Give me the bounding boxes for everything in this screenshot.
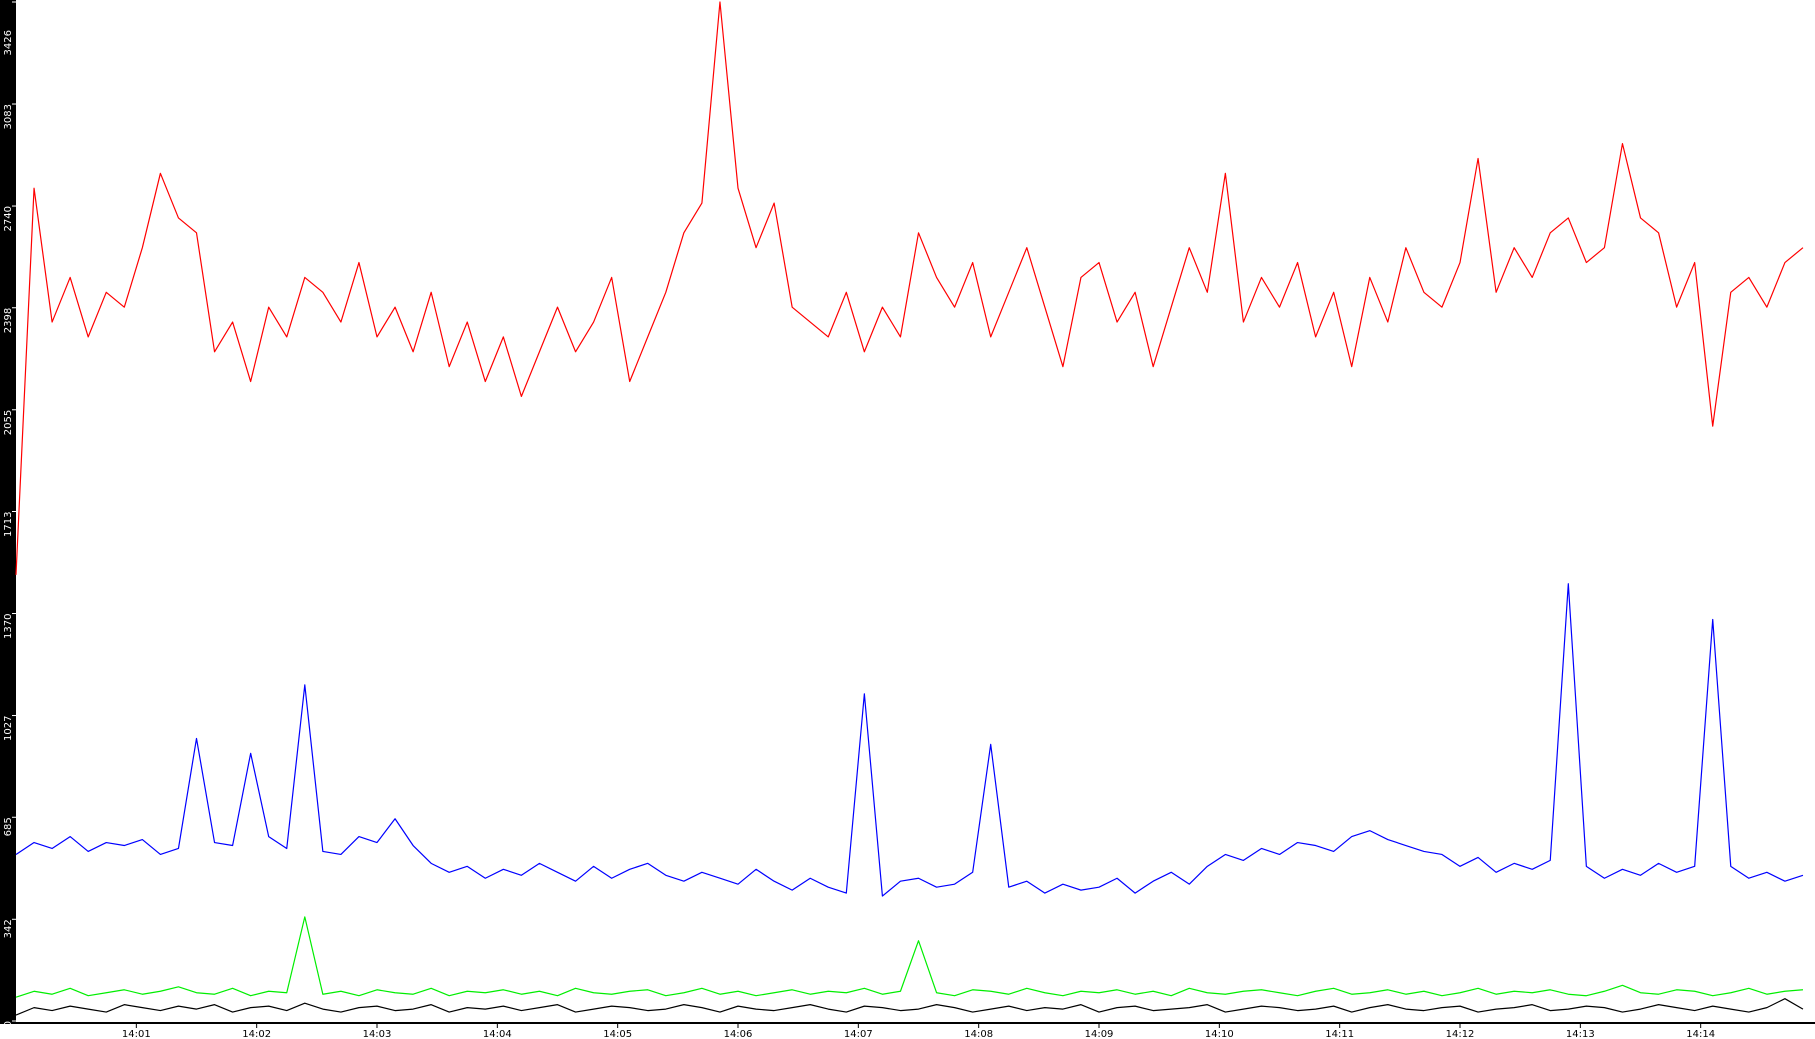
y-tick-label: 1370 (3, 614, 14, 639)
y-tick-label: 2740 (3, 206, 14, 231)
x-tick-label: 14:13 (1566, 1029, 1595, 1039)
x-tick-label: 14:09 (1085, 1029, 1114, 1039)
series-line (15, 998, 1804, 1016)
x-tick-label: 14:12 (1446, 1029, 1475, 1039)
x-tick-label: 14:05 (603, 1029, 632, 1039)
series-line (15, 583, 1804, 897)
y-axis-bar (0, 0, 16, 1023)
x-tick-label: 14:04 (483, 1029, 512, 1039)
x-tick-label: 14:03 (363, 1029, 392, 1039)
x-tick-label: 14:08 (964, 1029, 993, 1039)
y-tick-label: 1027 (3, 716, 14, 741)
y-tick-label: 685 (3, 817, 14, 836)
series-line (15, 1, 1804, 575)
x-tick-label: 14:01 (122, 1029, 151, 1039)
x-tick-label: 14:11 (1325, 1029, 1354, 1039)
x-tick-label: 14:02 (242, 1029, 271, 1039)
y-tick-label: 3426 (3, 30, 14, 55)
y-tick-label: 2398 (3, 308, 14, 333)
y-tick-label: 2055 (3, 410, 14, 435)
x-tick-label: 14:07 (844, 1029, 873, 1039)
y-tick-label: 342 (3, 919, 14, 938)
x-tick-label: 14:06 (724, 1029, 753, 1039)
y-tick-label: 1713 (3, 512, 14, 537)
x-tick-label: 14:14 (1686, 1029, 1715, 1039)
y-tick-label: 0 (3, 1021, 14, 1027)
y-tick-label: 3083 (3, 104, 14, 129)
series-line (15, 916, 1804, 998)
x-tick-label: 14:10 (1205, 1029, 1234, 1039)
